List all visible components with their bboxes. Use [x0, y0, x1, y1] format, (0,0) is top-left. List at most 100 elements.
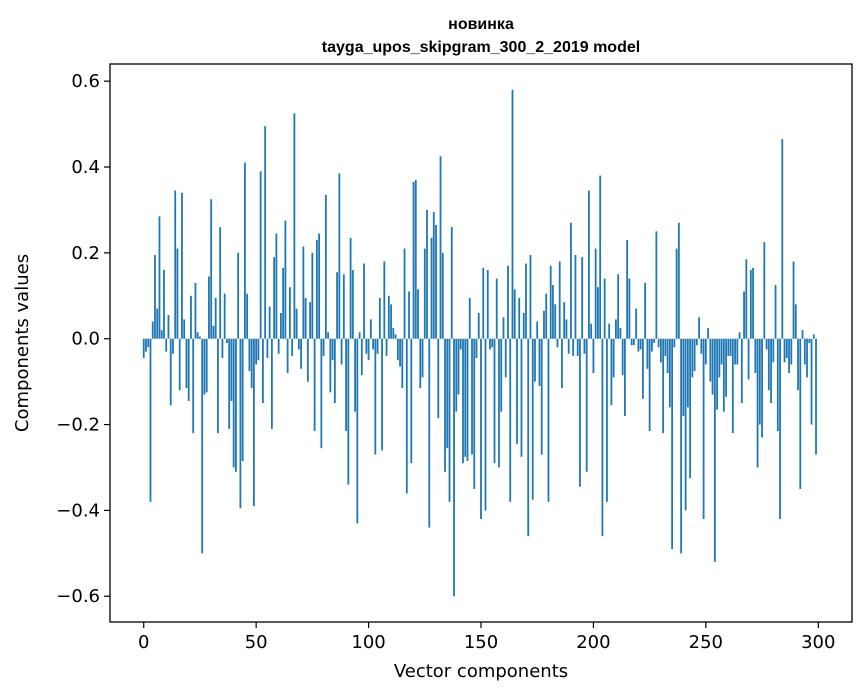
bar-19: [185, 338, 188, 389]
bar-256: [718, 338, 721, 378]
bar-139: [455, 338, 458, 412]
bar-33: [217, 338, 219, 434]
bar-254: [713, 338, 716, 562]
bar-277: [765, 338, 768, 350]
bar-25: [199, 336, 201, 339]
bar-294: [803, 338, 806, 365]
bar-184: [556, 338, 559, 348]
bar-178: [543, 310, 545, 339]
bar-26: [201, 338, 204, 554]
bar-236: [673, 338, 676, 348]
bar-248: [700, 338, 703, 354]
bar-46: [246, 293, 249, 339]
bar-187: [563, 302, 566, 339]
bar-186: [561, 338, 563, 389]
bar-171: [527, 338, 530, 537]
bar-76: [313, 338, 316, 431]
bar-80: [322, 338, 325, 356]
bar-22: [192, 338, 195, 434]
bar-258: [722, 338, 725, 412]
bar-85: [333, 338, 336, 404]
bar-159: [500, 338, 503, 412]
bar-17: [181, 192, 183, 339]
y-axis-label: Components values: [12, 254, 33, 432]
bar-177: [540, 338, 543, 455]
bar-147: [473, 338, 476, 489]
x-tick-label: 150: [464, 632, 498, 653]
bar-242: [686, 338, 689, 408]
bar-204: [601, 338, 604, 537]
bar-83: [329, 338, 332, 393]
bar-59: [275, 233, 278, 339]
bar-123: [419, 338, 422, 389]
bar-229: [657, 338, 660, 348]
bar-164: [511, 89, 514, 339]
x-tick-label: 0: [138, 632, 149, 653]
bar-137: [450, 227, 453, 339]
bar-161: [504, 338, 507, 378]
bar-78: [318, 233, 321, 339]
bar-49: [253, 338, 255, 507]
bar-167: [518, 297, 521, 339]
bar-292: [799, 338, 802, 489]
bar-193: [576, 338, 579, 356]
bar-219: [635, 308, 638, 339]
bar-213: [621, 338, 624, 376]
chart-title: новинка: [448, 16, 514, 33]
bar-183: [554, 304, 557, 339]
bar-148: [475, 338, 478, 359]
bar-216: [628, 278, 631, 339]
bar-20: [187, 338, 190, 401]
bar-3: [149, 338, 152, 502]
bar-55: [266, 338, 269, 359]
bar-72: [304, 297, 307, 339]
bar-124: [421, 338, 424, 378]
bar-144: [466, 338, 469, 462]
bar-225: [648, 338, 651, 431]
bar-75: [311, 252, 314, 339]
bar-71: [302, 246, 305, 339]
bar-280: [772, 338, 775, 363]
bar-169: [522, 312, 525, 339]
bar-118: [408, 291, 410, 339]
bar-160: [502, 317, 505, 339]
bar-237: [675, 248, 678, 339]
bar-32: [214, 297, 217, 339]
bar-112: [394, 334, 397, 339]
bar-15: [176, 248, 179, 339]
bar-102: [372, 338, 374, 350]
bar-214: [624, 338, 626, 416]
bar-series: [142, 89, 817, 597]
bar-235: [671, 338, 674, 550]
bar-38: [228, 338, 231, 429]
bar-180: [547, 338, 550, 502]
bar-103: [374, 338, 377, 455]
bar-191: [572, 338, 575, 356]
bar-151: [482, 267, 485, 339]
bar-121: [414, 179, 417, 339]
bar-11: [167, 315, 170, 339]
bar-53: [262, 338, 264, 404]
bar-94: [354, 338, 356, 412]
bar-220: [637, 338, 640, 352]
bar-37: [226, 338, 228, 343]
bar-274: [758, 338, 761, 425]
bar-145: [468, 297, 471, 339]
bar-82: [327, 332, 329, 339]
bar-244: [691, 338, 694, 378]
bar-227: [653, 338, 656, 343]
bar-170: [525, 263, 527, 339]
bar-142: [462, 338, 464, 464]
bar-89: [342, 274, 345, 339]
bar-182: [552, 285, 554, 339]
bar-2: [147, 338, 150, 348]
bar-130: [435, 224, 437, 339]
bar-155: [491, 338, 494, 348]
bar-243: [689, 338, 692, 479]
bar-111: [392, 327, 395, 339]
bar-45: [244, 162, 246, 339]
bar-283: [779, 338, 781, 519]
bar-195: [581, 257, 584, 339]
bar-152: [484, 338, 487, 511]
bar-92: [349, 237, 352, 339]
